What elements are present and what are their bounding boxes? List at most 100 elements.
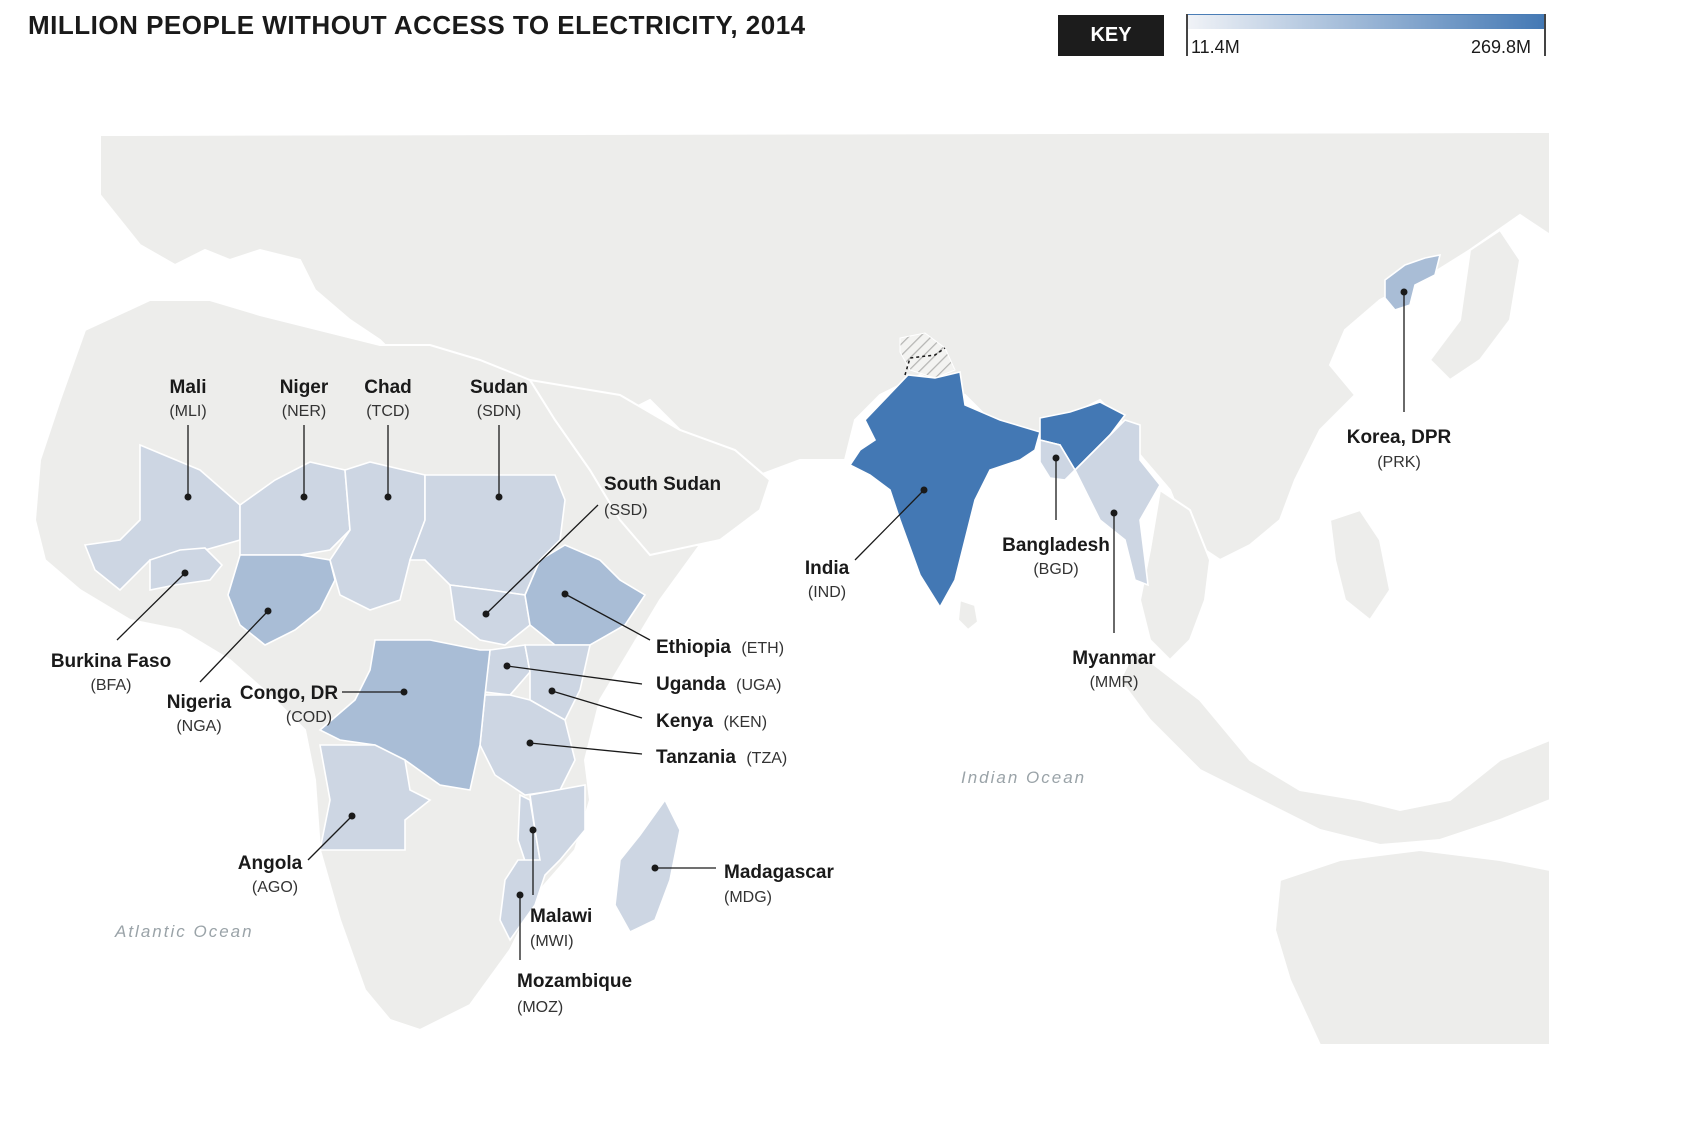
landmass-arabia bbox=[527, 378, 772, 557]
key-max-value: 269.8M bbox=[1471, 37, 1532, 57]
label-code-south-sudan: (SSD) bbox=[604, 502, 648, 519]
leader-angola bbox=[307, 815, 353, 861]
dot-chad bbox=[384, 493, 392, 501]
dot-angola bbox=[348, 812, 356, 820]
dot-madagascar bbox=[651, 864, 659, 872]
country-south-sudan[interactable] bbox=[449, 584, 531, 646]
leader-kenya bbox=[551, 690, 643, 719]
key-gradient-bar bbox=[1186, 14, 1546, 29]
dot-malawi bbox=[529, 826, 537, 834]
dot-south-sudan bbox=[482, 610, 490, 618]
leader-burkina-faso bbox=[116, 572, 186, 641]
label-code-kenya: (KEN) bbox=[723, 714, 767, 731]
label-code-angola: (AGO) bbox=[252, 879, 298, 896]
country-madagascar[interactable] bbox=[614, 798, 681, 934]
label-name-bangladesh: Bangladesh bbox=[1002, 535, 1110, 556]
label-code-bangladesh: (BGD) bbox=[1033, 561, 1078, 578]
country-ethiopia[interactable] bbox=[524, 544, 647, 646]
label-name-angola: Angola bbox=[238, 853, 303, 874]
landmass-australia bbox=[1273, 848, 1551, 1046]
label-code-ethiopia: (ETH) bbox=[741, 640, 784, 657]
dot-congo-dr bbox=[400, 688, 408, 696]
dot-mali bbox=[184, 493, 192, 501]
key-tick-min bbox=[1186, 14, 1188, 56]
ocean-label-atlantic: Atlantic Ocean bbox=[114, 922, 254, 941]
country-angola[interactable] bbox=[319, 744, 432, 851]
leader-nigeria bbox=[199, 610, 269, 683]
label-name-south-sudan: South Sudan bbox=[604, 474, 721, 495]
label-ethiopia: Ethiopia (ETH) bbox=[656, 637, 784, 658]
label-code-niger: (NER) bbox=[282, 403, 326, 420]
dot-tanzania bbox=[526, 739, 534, 747]
label-name-tanzania: Tanzania bbox=[656, 747, 736, 768]
label-code-myanmar: (MMR) bbox=[1090, 674, 1139, 691]
country-india[interactable] bbox=[848, 371, 1041, 609]
landmass-japan bbox=[1428, 228, 1522, 382]
country-korea-dpr[interactable] bbox=[1384, 253, 1442, 311]
label-name-nigeria: Nigeria bbox=[167, 692, 232, 713]
label-layer: Mali (MLI) Niger (NER) Chad (TCD) Sudan … bbox=[51, 377, 1452, 1016]
dot-korea-dpr bbox=[1400, 288, 1408, 296]
country-congo-dr[interactable] bbox=[318, 639, 491, 791]
country-burkina-faso[interactable] bbox=[149, 547, 224, 591]
key-label: KEY bbox=[1058, 15, 1164, 56]
country-kenya[interactable] bbox=[524, 644, 591, 722]
dot-mozambique bbox=[516, 891, 524, 899]
key-tick-max bbox=[1544, 14, 1546, 56]
label-name-madagascar: Madagascar bbox=[724, 862, 834, 883]
label-code-uganda: (UGA) bbox=[736, 677, 781, 694]
label-name-korea-dpr: Korea, DPR bbox=[1347, 427, 1452, 448]
dot-myanmar bbox=[1110, 509, 1118, 517]
label-name-congo-dr: Congo, DR bbox=[240, 683, 338, 704]
dot-nigeria bbox=[264, 607, 272, 615]
leader-tanzania bbox=[529, 742, 643, 755]
country-mozambique[interactable] bbox=[499, 784, 586, 942]
label-code-korea-dpr: (PRK) bbox=[1377, 454, 1421, 471]
dot-uganda bbox=[503, 662, 511, 670]
landmass-philippines bbox=[1328, 508, 1392, 622]
dot-ethiopia bbox=[561, 590, 569, 598]
leader-india bbox=[854, 489, 925, 561]
label-name-uganda: Uganda bbox=[656, 674, 726, 695]
country-layer bbox=[83, 253, 1442, 942]
key-min-value: 11.4M bbox=[1191, 37, 1240, 57]
label-code-nigeria: (NGA) bbox=[176, 718, 221, 735]
label-name-mozambique: Mozambique bbox=[517, 971, 632, 992]
label-code-chad: (TCD) bbox=[366, 403, 410, 420]
label-code-sudan: (SDN) bbox=[477, 403, 521, 420]
label-kenya: Kenya (KEN) bbox=[656, 711, 767, 732]
landmass-eurasia bbox=[99, 130, 1551, 562]
label-code-mozambique: (MOZ) bbox=[517, 999, 563, 1016]
label-name-niger: Niger bbox=[280, 377, 329, 398]
label-name-burkina-faso: Burkina Faso bbox=[51, 651, 171, 672]
leader-uganda bbox=[506, 665, 643, 685]
landmass-indonesia bbox=[1118, 648, 1551, 847]
label-code-burkina-faso: (BFA) bbox=[91, 677, 132, 694]
disputed-territory bbox=[899, 332, 956, 379]
country-myanmar[interactable] bbox=[1074, 419, 1161, 587]
disputed-border-line bbox=[904, 347, 946, 376]
ocean-label-indian: Indian Ocean bbox=[961, 768, 1086, 787]
label-name-myanmar: Myanmar bbox=[1072, 648, 1156, 669]
dot-kenya bbox=[548, 687, 556, 695]
leader-south-sudan bbox=[485, 504, 599, 615]
label-code-madagascar: (MDG) bbox=[724, 889, 772, 906]
label-name-ethiopia: Ethiopia bbox=[656, 637, 731, 658]
label-name-malawi: Malawi bbox=[530, 906, 592, 927]
leader-layer bbox=[116, 288, 1408, 960]
label-code-tanzania: (TZA) bbox=[746, 750, 787, 767]
dot-bangladesh bbox=[1052, 454, 1060, 462]
dot-sudan bbox=[495, 493, 503, 501]
label-name-sudan: Sudan bbox=[470, 377, 528, 398]
map-title: MILLION PEOPLE WITHOUT ACCESS TO ELECTRI… bbox=[28, 10, 806, 40]
label-tanzania: Tanzania (TZA) bbox=[656, 747, 787, 768]
label-uganda: Uganda (UGA) bbox=[656, 674, 781, 695]
label-name-mali: Mali bbox=[170, 377, 207, 398]
label-code-mali: (MLI) bbox=[169, 403, 206, 420]
label-code-india: (IND) bbox=[808, 584, 846, 601]
label-name-chad: Chad bbox=[364, 377, 412, 398]
country-chad[interactable] bbox=[329, 461, 426, 611]
country-nigeria[interactable] bbox=[227, 554, 336, 646]
leader-ethiopia bbox=[564, 593, 651, 641]
